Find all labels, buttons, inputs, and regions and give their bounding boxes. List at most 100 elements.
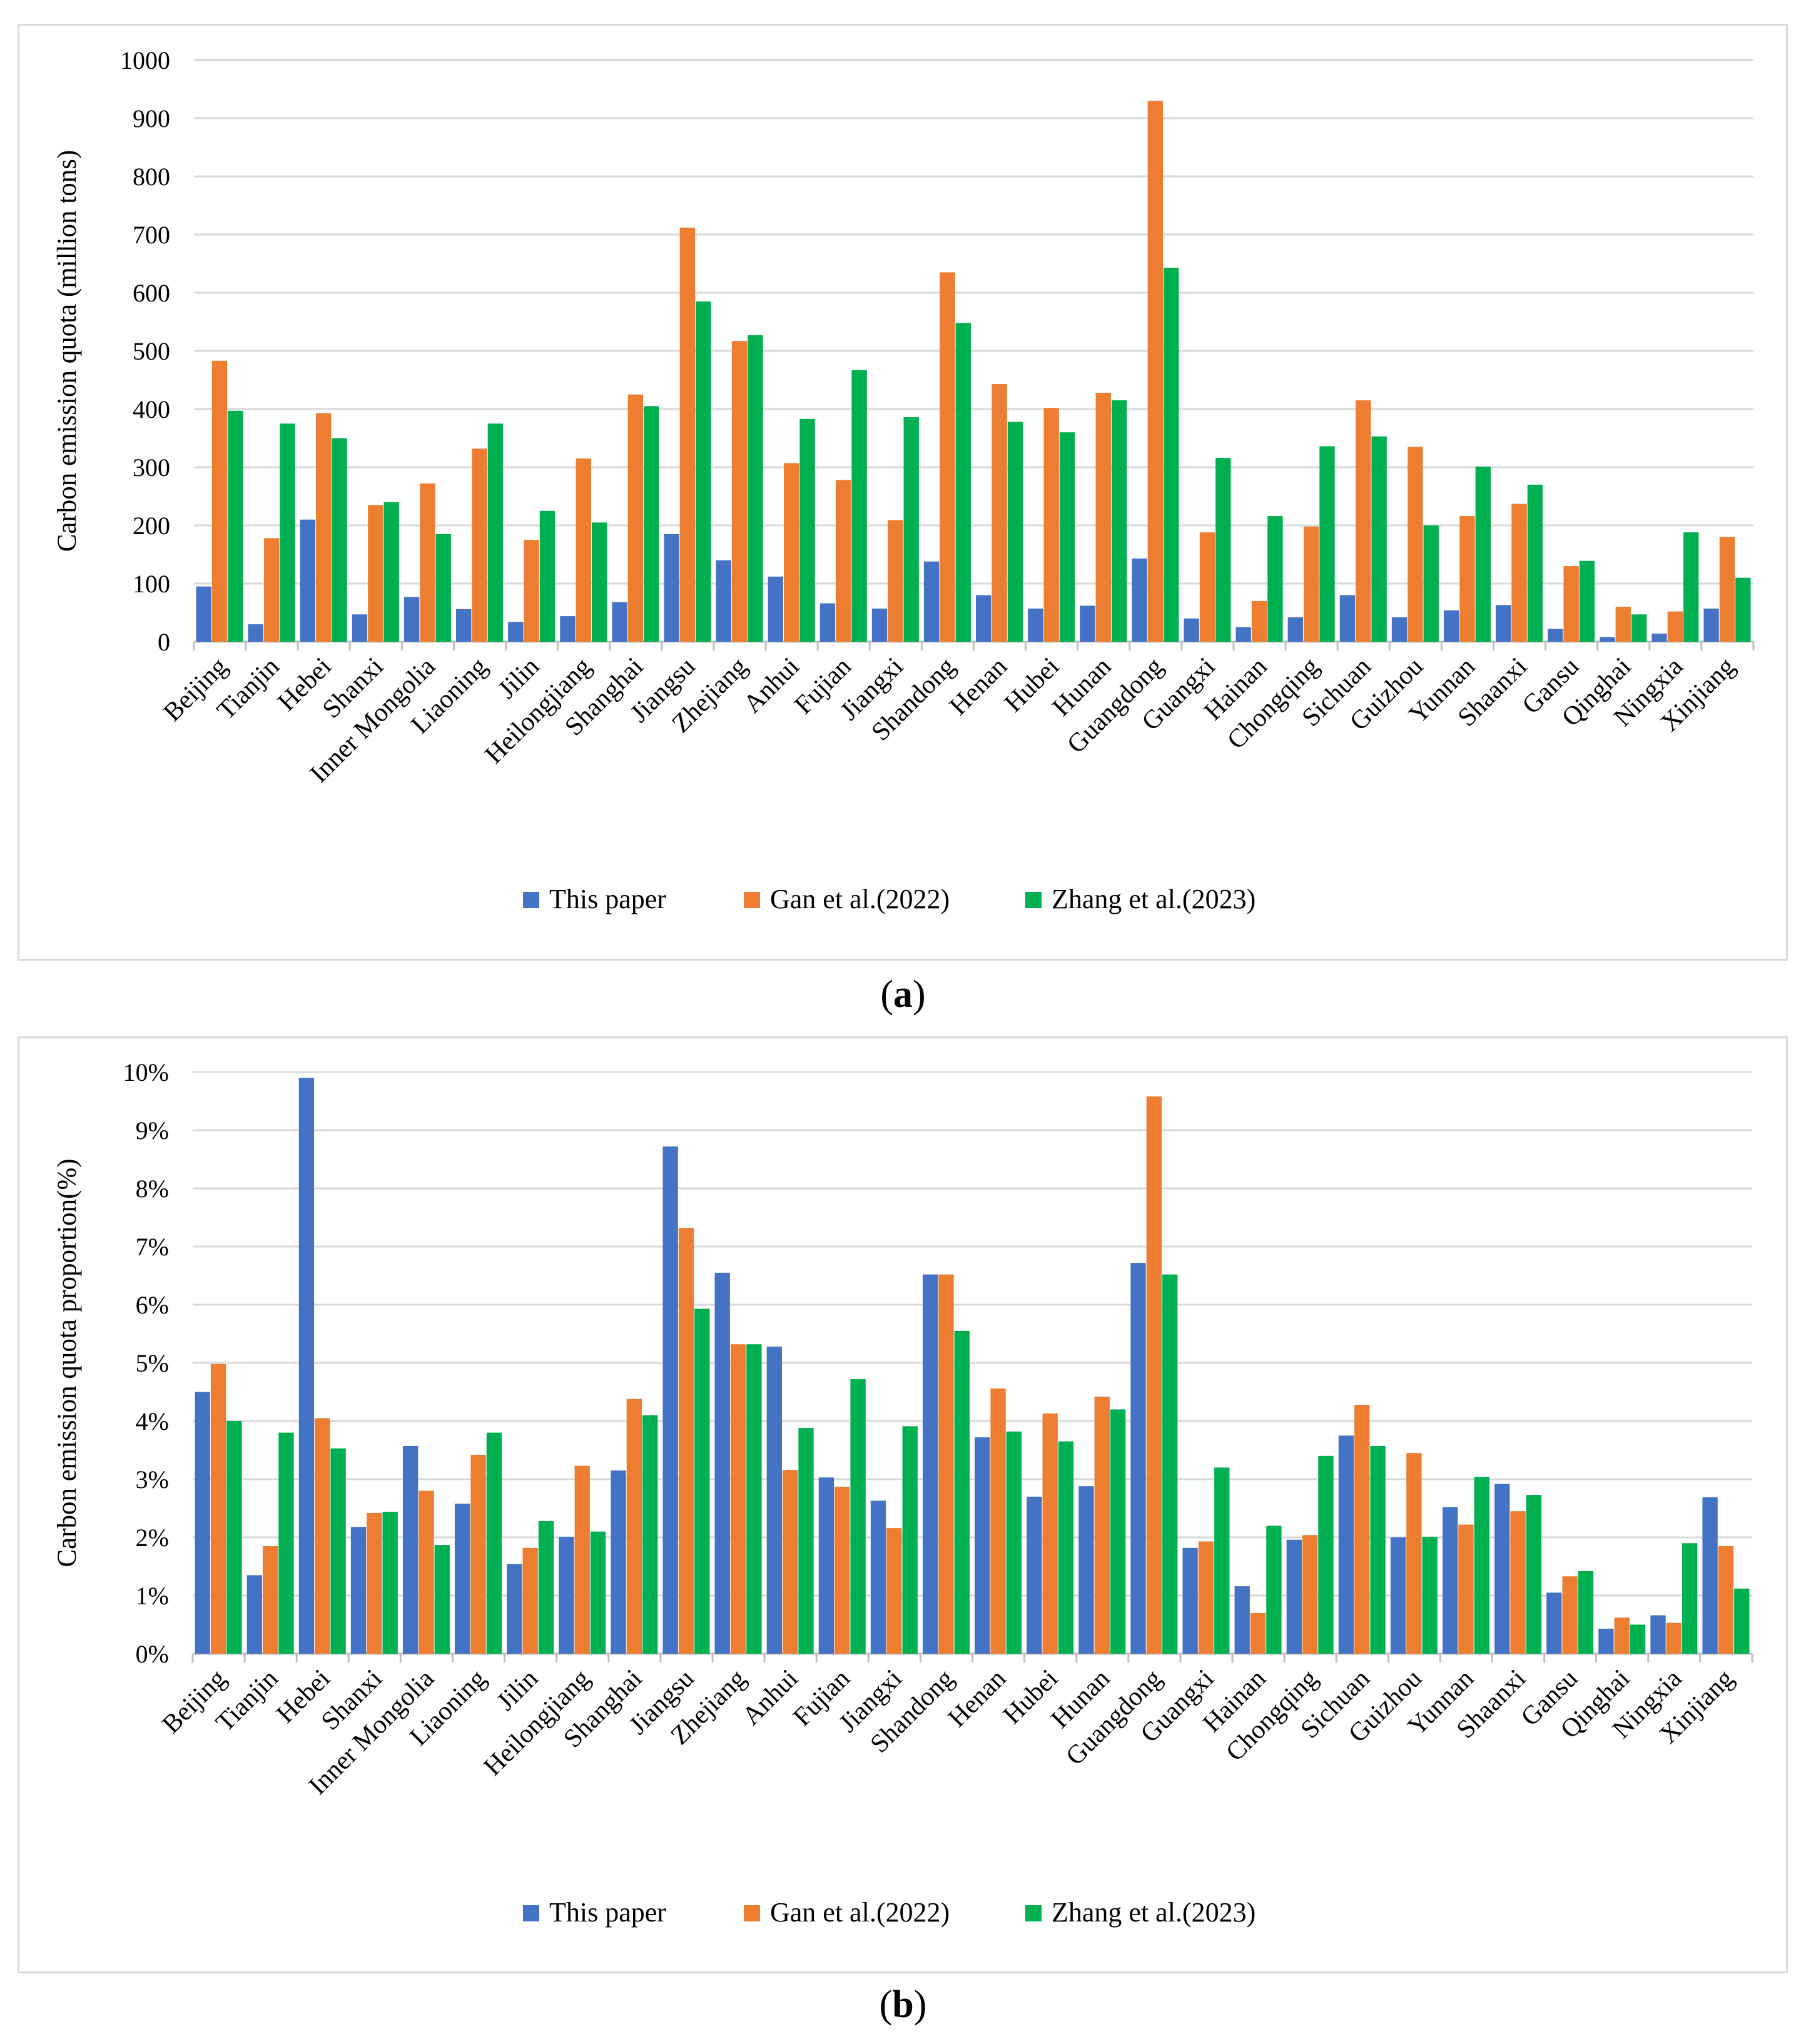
legend-swatch-zhang-et-al-2023 <box>1025 892 1042 908</box>
y-tick-label: 7% <box>136 1233 169 1261</box>
bar-zhang-et-al-2023-qinghai <box>1631 614 1647 642</box>
y-tick-label: 400 <box>133 395 170 423</box>
bar-this-paper-henan <box>975 1437 990 1654</box>
bar-zhang-et-al-2023-chongqing <box>1318 1455 1334 1654</box>
bar-gan-et-al-2022-yunnan <box>1459 516 1475 642</box>
bar-this-paper-jiangsu <box>664 534 679 642</box>
bar-gan-et-al-2022-chongqing <box>1302 1535 1318 1654</box>
bar-this-paper-inner-mongolia <box>403 597 420 642</box>
bar-zhang-et-al-2023-shanghai <box>642 1415 658 1654</box>
bar-this-paper-sichuan <box>1338 1435 1354 1654</box>
caption-a: (a) <box>880 973 926 1016</box>
bar-gan-et-al-2022-hunan <box>1094 1396 1110 1654</box>
bar-gan-et-al-2022-shandong <box>938 1274 954 1654</box>
bar-zhang-et-al-2023-chongqing <box>1319 446 1335 642</box>
bar-this-paper-heilongjiang <box>560 616 576 642</box>
bar-this-paper-xinjiang <box>1703 608 1719 642</box>
bar-this-paper-guangdong <box>1132 559 1147 642</box>
bar-this-paper-yunnan <box>1442 1507 1458 1654</box>
bar-gan-et-al-2022-ningxia <box>1667 611 1683 642</box>
y-tick-label: 500 <box>133 337 170 365</box>
y-tick-label: 9% <box>136 1116 169 1145</box>
x-tick-label-henan: Henan <box>943 1664 1012 1733</box>
bar-zhang-et-al-2023-sichuan <box>1370 1445 1386 1654</box>
y-tick-label: 1% <box>136 1582 169 1610</box>
bar-zhang-et-al-2023-guizhou <box>1422 1537 1438 1654</box>
bar-this-paper-anhui <box>768 576 783 642</box>
bar-zhang-et-al-2023-sichuan <box>1371 436 1387 642</box>
bar-zhang-et-al-2023-shanxi <box>383 502 399 642</box>
legend-swatch-this-paper <box>523 1905 539 1921</box>
bar-gan-et-al-2022-qinghai <box>1614 1617 1630 1654</box>
bar-zhang-et-al-2023-shaanxi <box>1527 484 1543 642</box>
legend-swatch-gan-et-al-2022 <box>744 1905 760 1921</box>
bar-gan-et-al-2022-shaanxi <box>1511 503 1527 642</box>
y-tick-label: 800 <box>133 163 170 191</box>
bar-this-paper-tianjin <box>246 1575 262 1654</box>
bar-this-paper-shaanxi <box>1496 605 1511 642</box>
legend-label-gan-et-al-2022: Gan et al.(2022) <box>770 884 950 914</box>
y-axis-label: Carbon emission quota proportion(%) <box>53 1158 82 1567</box>
bar-zhang-et-al-2023-zhejiang <box>748 335 763 642</box>
y-tick-label: 1000 <box>120 46 170 74</box>
bar-gan-et-al-2022-gansu <box>1562 1576 1578 1654</box>
y-tick-label: 5% <box>136 1349 169 1377</box>
bar-zhang-et-al-2023-henan <box>1007 422 1023 642</box>
bar-gan-et-al-2022-hunan <box>1095 392 1111 642</box>
bar-zhang-et-al-2023-heilongjiang <box>590 1531 606 1654</box>
bar-zhang-et-al-2023-guangdong <box>1164 268 1179 642</box>
legend-label-gan-et-al-2022: Gan et al.(2022) <box>770 1897 950 1928</box>
bar-this-paper-chongqing <box>1286 1539 1302 1654</box>
bar-this-paper-henan <box>976 595 992 642</box>
bar-this-paper-tianjin <box>248 624 263 642</box>
bar-gan-et-al-2022-hubei <box>1043 408 1059 642</box>
bar-gan-et-al-2022-hebei <box>316 413 332 642</box>
bar-gan-et-al-2022-beijing <box>211 360 228 642</box>
bar-gan-et-al-2022-jilin <box>524 540 539 642</box>
bar-zhang-et-al-2023-yunnan <box>1474 1477 1489 1654</box>
bar-gan-et-al-2022-shandong <box>940 272 955 642</box>
chart-b: 0% 1% 2% 3% 4% 5% 6% 7% 8% 9% 10% Carbon emission q… <box>53 1058 1753 1928</box>
bar-this-paper-hainan <box>1234 1586 1250 1654</box>
bar-gan-et-al-2022-fujian <box>836 480 851 642</box>
bar-zhang-et-al-2023-heilongjiang <box>591 522 607 642</box>
y-tick-label: 100 <box>133 570 170 598</box>
bar-gan-et-al-2022-zhejiang <box>730 1344 746 1654</box>
chart-panel-b: 0% 1% 2% 3% 4% 5% 6% 7% 8% 9% 10% Carbon emission q… <box>18 1036 1788 1973</box>
chart-a: 0 100 200 300 400 500 600 700 800 900 1000 Carbon e… <box>53 46 1755 914</box>
bar-this-paper-hainan <box>1235 627 1251 642</box>
bar-this-paper-hebei <box>300 519 316 642</box>
x-tick-label-anhui: Anhui <box>738 652 805 719</box>
bar-zhang-et-al-2023-fujian <box>850 1379 866 1654</box>
bar-zhang-et-al-2023-gansu <box>1579 560 1595 642</box>
legend-label-zhang-et-al-2023: Zhang et al.(2023) <box>1052 884 1256 914</box>
bar-this-paper-beijing <box>195 1392 210 1654</box>
bar-this-paper-hunan <box>1078 1486 1094 1654</box>
bar-zhang-et-al-2023-tianjin <box>280 423 295 642</box>
bar-gan-et-al-2022-xinjiang <box>1718 1546 1734 1654</box>
x-tick-label-anhui: Anhui <box>737 1664 804 1731</box>
bar-this-paper-liaoning <box>456 609 472 642</box>
bar-zhang-et-al-2023-zhejiang <box>746 1344 762 1654</box>
bar-gan-et-al-2022-fujian <box>835 1487 850 1654</box>
bar-gan-et-al-2022-henan <box>990 1388 1006 1654</box>
bar-zhang-et-al-2023-jiangxi <box>903 417 919 642</box>
bar-zhang-et-al-2023-xinjiang <box>1734 1588 1750 1654</box>
y-tick-label: 0 <box>158 628 170 656</box>
legend-label-zhang-et-al-2023: Zhang et al.(2023) <box>1052 1897 1256 1928</box>
bar-this-paper-guangxi <box>1182 1547 1198 1654</box>
y-tick-label: 3% <box>136 1465 169 1494</box>
y-tick-label: 8% <box>136 1175 169 1203</box>
bar-gan-et-al-2022-anhui <box>783 463 799 642</box>
bar-zhang-et-al-2023-inner-mongolia <box>435 534 451 642</box>
y-tick-label: 2% <box>136 1524 169 1552</box>
bar-gan-et-al-2022-guizhou <box>1406 1453 1422 1654</box>
bar-this-paper-shanxi <box>352 614 368 642</box>
bar-gan-et-al-2022-shanghai <box>627 394 644 642</box>
bar-gan-et-al-2022-jiangxi <box>888 520 903 642</box>
y-tick-label: 300 <box>133 453 170 482</box>
bar-gan-et-al-2022-jilin <box>522 1547 538 1654</box>
bar-zhang-et-al-2023-guangxi <box>1215 458 1231 642</box>
y-tick-label: 0% <box>136 1640 169 1668</box>
bar-gan-et-al-2022-inner-mongolia <box>419 1490 434 1654</box>
